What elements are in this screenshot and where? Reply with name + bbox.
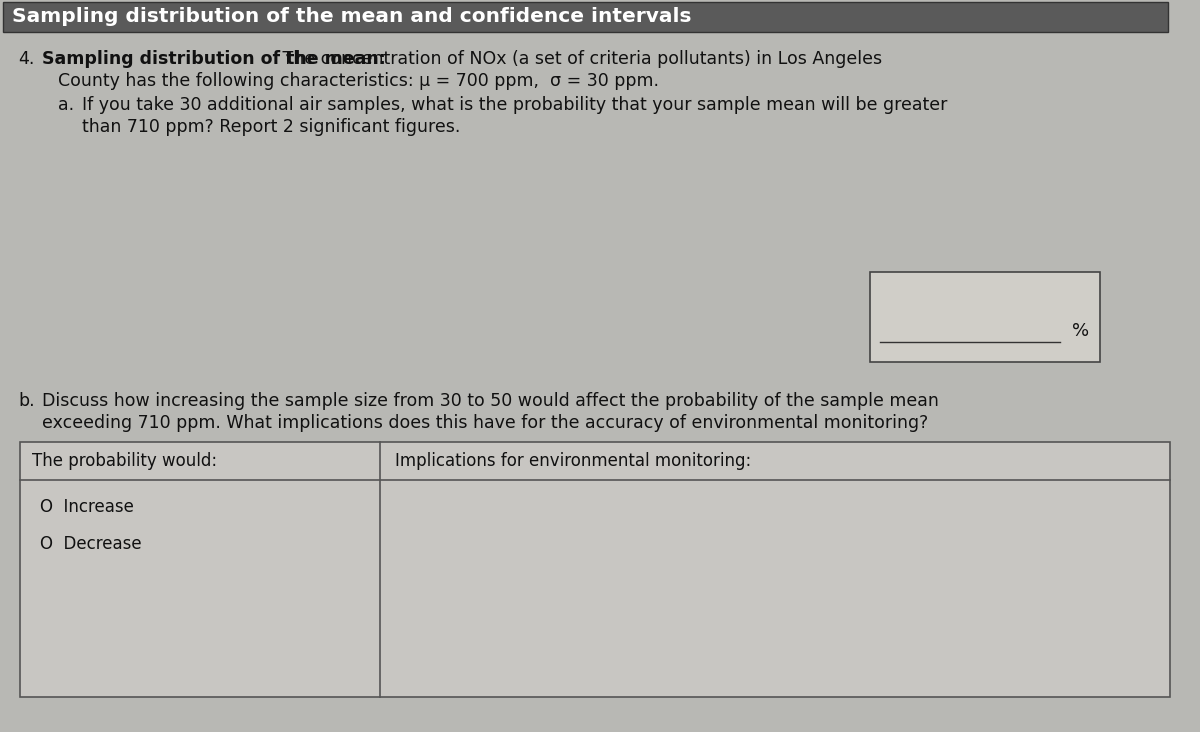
Text: exceeding 710 ppm. What implications does this have for the accuracy of environm: exceeding 710 ppm. What implications doe… <box>42 414 929 432</box>
Text: The concentration of NOx (a set of criteria pollutants) in Los Angeles: The concentration of NOx (a set of crite… <box>277 50 882 68</box>
Bar <box>20 442 1170 697</box>
Text: than 710 ppm? Report 2 significant figures.: than 710 ppm? Report 2 significant figur… <box>82 118 461 136</box>
Text: 4.: 4. <box>18 50 35 68</box>
Bar <box>2 2 1168 32</box>
Text: b.: b. <box>18 392 35 410</box>
Text: a.: a. <box>58 96 74 114</box>
Text: %: % <box>1072 322 1090 340</box>
Text: Implications for environmental monitoring:: Implications for environmental monitorin… <box>395 452 751 470</box>
Text: If you take 30 additional air samples, what is the probability that your sample : If you take 30 additional air samples, w… <box>82 96 947 114</box>
Text: Sampling distribution of the mean and confidence intervals: Sampling distribution of the mean and co… <box>12 7 691 26</box>
Text: Discuss how increasing the sample size from 30 to 50 would affect the probabilit: Discuss how increasing the sample size f… <box>42 392 938 410</box>
Bar <box>870 272 1100 362</box>
Text: County has the following characteristics: μ = 700 ppm,  σ = 30 ppm.: County has the following characteristics… <box>58 72 659 90</box>
Text: Sampling distribution of the mean:: Sampling distribution of the mean: <box>42 50 386 68</box>
Text: O  Decrease: O Decrease <box>40 535 142 553</box>
Text: The probability would:: The probability would: <box>32 452 217 470</box>
Text: O  Increase: O Increase <box>40 498 134 516</box>
